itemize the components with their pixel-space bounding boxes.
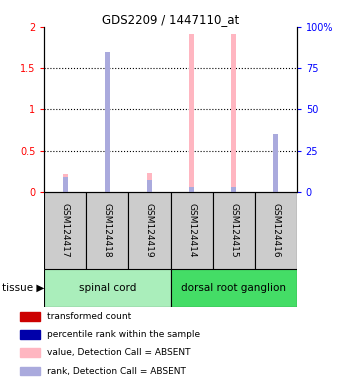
Text: GSM124419: GSM124419	[145, 203, 154, 258]
Bar	[105, 52, 110, 192]
Bar	[20, 330, 40, 339]
Bar	[170, 192, 212, 269]
Bar	[20, 312, 40, 321]
Bar	[20, 348, 40, 357]
Text: GSM124415: GSM124415	[229, 203, 238, 258]
Text: GSM124416: GSM124416	[271, 203, 280, 258]
Text: GSM124414: GSM124414	[187, 203, 196, 258]
Title: GDS2209 / 1447110_at: GDS2209 / 1447110_at	[102, 13, 239, 26]
Text: rank, Detection Call = ABSENT: rank, Detection Call = ABSENT	[47, 367, 186, 376]
Bar	[189, 34, 194, 192]
Text: transformed count: transformed count	[47, 312, 131, 321]
Bar	[147, 180, 152, 192]
Bar	[44, 269, 170, 307]
Bar	[273, 141, 278, 192]
Text: value, Detection Call = ABSENT: value, Detection Call = ABSENT	[47, 348, 190, 357]
Bar	[212, 192, 255, 269]
Bar	[105, 81, 110, 192]
Bar	[273, 134, 278, 192]
Text: GSM124417: GSM124417	[61, 203, 70, 258]
Bar	[63, 174, 68, 192]
Bar	[44, 192, 86, 269]
Bar	[147, 173, 152, 192]
Bar	[20, 367, 40, 376]
Bar	[231, 34, 236, 192]
Text: percentile rank within the sample: percentile rank within the sample	[47, 330, 200, 339]
Bar	[170, 269, 297, 307]
Bar	[86, 192, 129, 269]
Bar	[231, 187, 236, 192]
Bar	[129, 192, 170, 269]
Text: dorsal root ganglion: dorsal root ganglion	[181, 283, 286, 293]
Bar	[63, 177, 68, 192]
Text: spinal cord: spinal cord	[79, 283, 136, 293]
Bar	[255, 192, 297, 269]
Bar	[189, 187, 194, 192]
Text: tissue ▶: tissue ▶	[2, 283, 44, 293]
Text: GSM124418: GSM124418	[103, 203, 112, 258]
